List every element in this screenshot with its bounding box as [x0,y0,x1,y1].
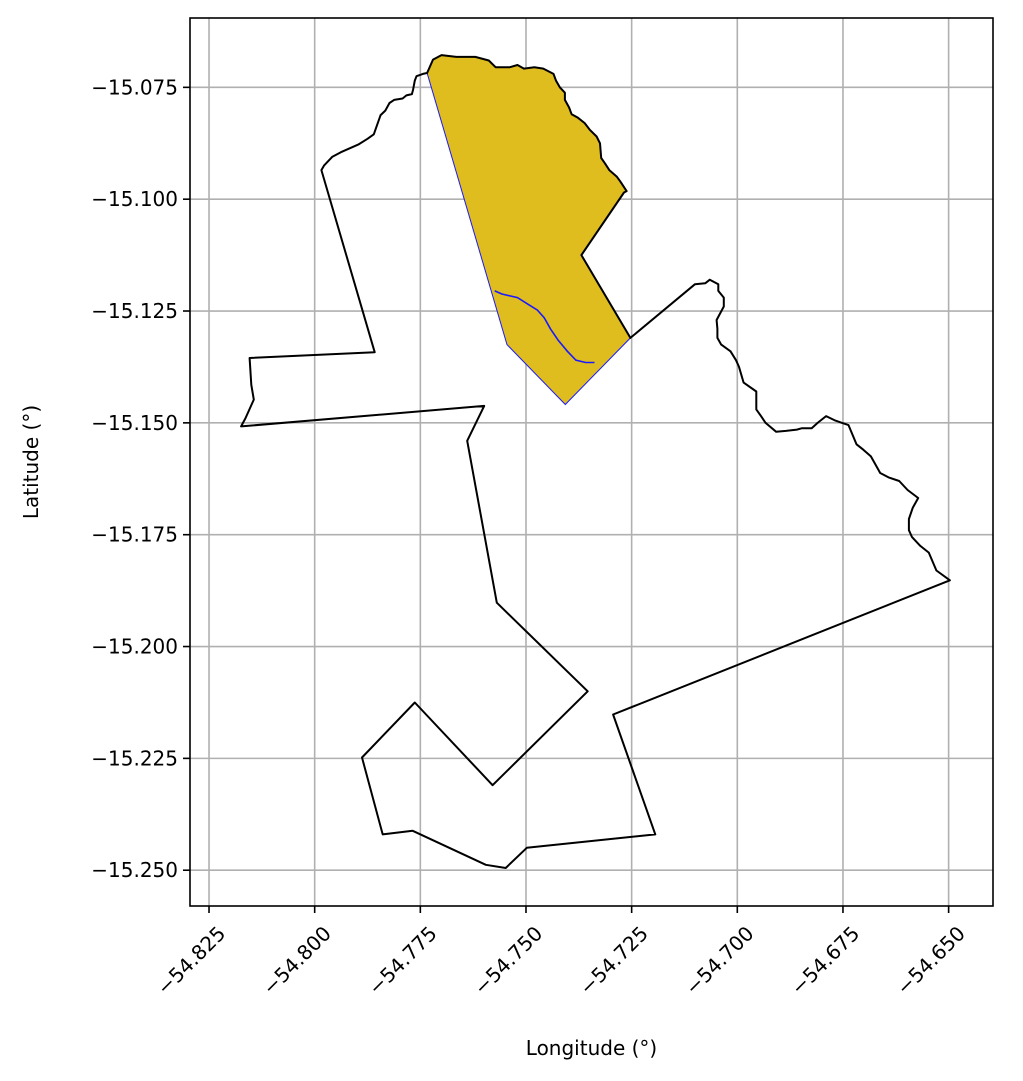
x-tick-label: −54.650 [892,921,970,999]
x-axis-title: Longitude (°) [526,1036,657,1060]
x-tick-label: −54.750 [469,921,547,999]
highlighted-region [426,54,632,406]
y-tick-label: −15.125 [91,299,178,323]
boundary-outline [240,54,951,869]
y-tick-label: −15.100 [91,187,178,211]
map-shapes [240,54,951,869]
x-tick-label: −54.725 [575,921,653,999]
river-line [494,290,595,364]
x-tick-label: −54.825 [152,921,230,999]
y-tick-label: −15.250 [91,858,178,882]
y-tick-label: −15.225 [91,746,178,770]
y-tick-label: −15.200 [91,635,178,659]
x-tick-label: −54.700 [680,921,758,999]
grid [190,18,993,906]
y-tick-label: −15.150 [91,411,178,435]
x-tick-label: −54.800 [258,921,336,999]
x-tick-label: −54.775 [363,921,441,999]
plot-frame [189,17,994,907]
y-axis-title: Latitude (°) [19,405,43,519]
x-tick-label: −54.675 [786,921,864,999]
y-tick-label: −15.175 [91,523,178,547]
y-tick-label: −15.075 [91,75,178,99]
